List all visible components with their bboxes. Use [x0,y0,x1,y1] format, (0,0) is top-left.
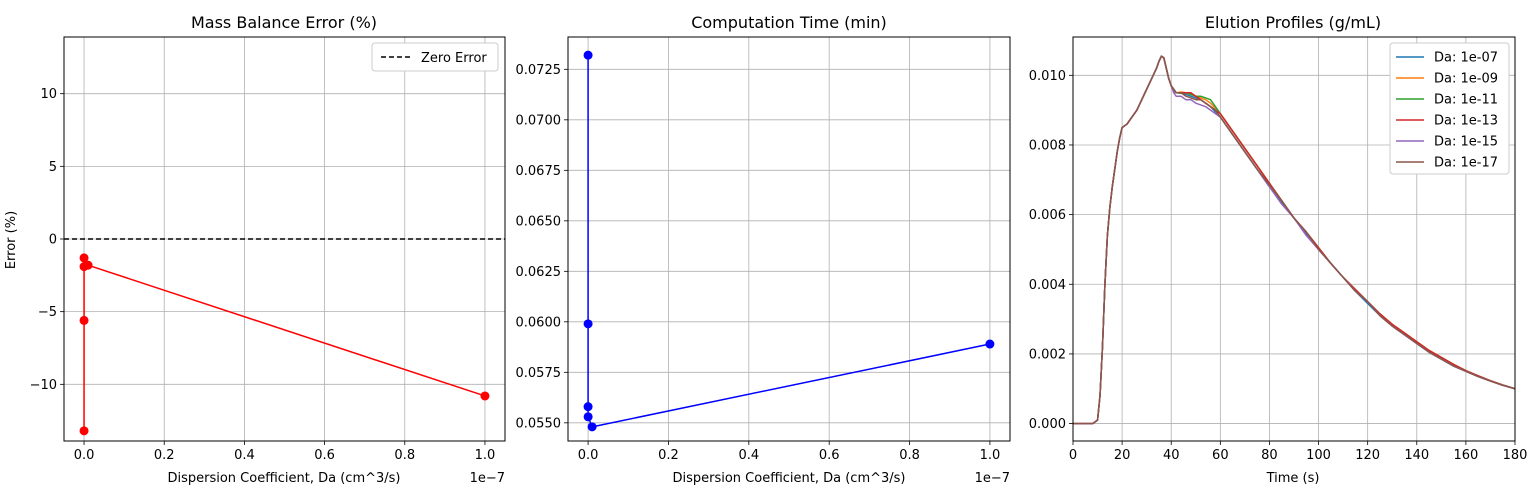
panel-2-axes-frame [567,36,1011,442]
x-tick-label: 140 [1404,448,1429,463]
computation-time-panel: 0.0 0.2 0.4 0.6 0.8 1.0 0.05500.05750.06000.0… [516,13,1011,486]
panel-3-legend: Da: 1e-07 Da: 1e-09 Da: 1e-11 Da: 1e-13 Da: … [1389,42,1510,175]
panel-1-title: Mass Balance Error (%) [191,13,377,32]
elution-profiles-panel: 0 20 40 60 80 100 120 140 160 180 0.000 0.002 0.004… [1029,13,1528,486]
panel-1-x-ticks: 0.0 0.2 0.4 0.6 0.8 1.0 [74,441,496,463]
x-tick-label: 0.8 [899,448,920,463]
data-point [583,319,593,329]
x-tick-label: 80 [1261,448,1278,463]
x-tick-label: 1.0 [980,448,1001,463]
legend-label-2: Da: 1e-11 [1434,93,1498,108]
x-tick-label: 180 [1503,448,1528,463]
y-tick-label: 5 [49,160,57,175]
y-tick-label: 0.0550 [516,416,562,431]
y-tick-label: 0.010 [1029,69,1066,84]
y-tick-label: 0.002 [1029,347,1066,362]
panel-1-x-offset-label: 1e−7 [470,471,505,486]
panel-3-title: Elution Profiles (g/mL) [1205,13,1381,32]
y-tick-label: 0.0575 [516,366,562,381]
y-tick-label: 0.000 [1029,417,1066,432]
data-point [985,339,995,349]
series-line-0 [587,55,991,428]
x-tick-label: 60 [1212,448,1229,463]
x-tick-label: 0.4 [234,448,255,463]
y-tick-label: 10 [40,87,57,102]
panel-2-y-ticks: 0.0550 0.0575 0.0600 0.0625 0.0650 0.0675 0.07… [516,63,568,431]
legend-zero-error-label: Zero Error [421,51,487,66]
y-tick-label: 0.0675 [516,164,562,179]
data-point [583,50,593,60]
panel-2-x-axis-label: Dispersion Coefficient, Da (cm^3/s) [672,471,905,486]
x-tick-label: 1.0 [475,448,496,463]
x-tick-label: 0.4 [738,448,759,463]
panel-3-legend-items: Da: 1e-07 Da: 1e-09 Da: 1e-11 Da: 1e-13 Da: … [1396,51,1498,171]
y-tick-label: 0 [49,233,57,248]
data-point [79,426,89,436]
y-tick-label: 0.006 [1029,208,1066,223]
y-tick-label: 0.004 [1029,278,1066,293]
panel-2-title: Computation Time (min) [691,13,887,32]
y-tick-label: 0.0600 [516,315,562,330]
y-tick-label: −5 [38,305,57,320]
y-tick-label: 0.0700 [516,113,562,128]
panel-1-legend-box [371,42,499,72]
data-point [79,253,89,263]
legend-label-0: Da: 1e-07 [1434,51,1498,66]
x-tick-label: 0.0 [578,448,599,463]
series-line-5 [1073,55,1516,425]
y-tick-label: 0.0625 [516,265,562,280]
x-tick-label: 120 [1355,448,1380,463]
x-tick-label: 40 [1163,448,1180,463]
x-tick-label: 100 [1306,448,1331,463]
data-point [587,422,597,432]
data-point [583,402,593,412]
panel-2-x-ticks: 0.0 0.2 0.4 0.6 0.8 1.0 [578,441,1001,463]
y-tick-label: 0.0650 [516,214,562,229]
mass-balance-error-panel: 0.0 0.2 0.4 0.6 0.8 1.0 −10 −5 0 5 10 Mass Balanc… [4,13,506,486]
series-line-0 [83,257,486,432]
x-tick-label: 0.2 [154,448,175,463]
x-tick-label: 160 [1453,448,1478,463]
panel-2-series [583,50,995,432]
panel-3-x-ticks: 0 20 40 60 80 100 120 140 160 180 [1069,441,1528,463]
panel-1-series [79,253,490,436]
panel-1-legend: Zero Error [371,42,499,72]
x-tick-label: 0.6 [819,448,840,463]
y-tick-label: 0.008 [1029,138,1066,153]
x-tick-label: 0.0 [74,448,95,463]
legend-label-1: Da: 1e-09 [1434,72,1498,87]
x-tick-label: 0 [1069,448,1077,463]
data-point [79,315,89,325]
panel-2-grid [568,37,1010,441]
y-tick-label: 0.0725 [516,63,562,78]
panel-3-series [1073,55,1516,425]
panel-3-y-ticks: 0.000 0.002 0.004 0.006 0.008 0.010 [1029,69,1073,432]
panel-1-y-axis-label: Error (%) [4,211,19,269]
panel-3-x-axis-label: Time (s) [1266,471,1320,486]
x-tick-label: 20 [1114,448,1131,463]
data-point [79,262,89,272]
legend-label-5: Da: 1e-17 [1434,156,1498,171]
panel-3-axes-frame [1072,36,1516,442]
y-tick-label: −10 [30,378,57,393]
data-point [583,412,593,422]
x-tick-label: 0.6 [314,448,335,463]
legend-label-3: Da: 1e-13 [1434,114,1498,129]
x-tick-label: 0.2 [658,448,679,463]
panel-2-x-offset-label: 1e−7 [975,471,1010,486]
legend-label-4: Da: 1e-15 [1434,135,1498,150]
panel-1-x-axis-label: Dispersion Coefficient, Da (cm^3/s) [167,471,400,486]
x-tick-label: 0.8 [394,448,415,463]
panel-1-y-ticks: −10 −5 0 5 10 [30,87,64,393]
data-point [480,391,490,401]
